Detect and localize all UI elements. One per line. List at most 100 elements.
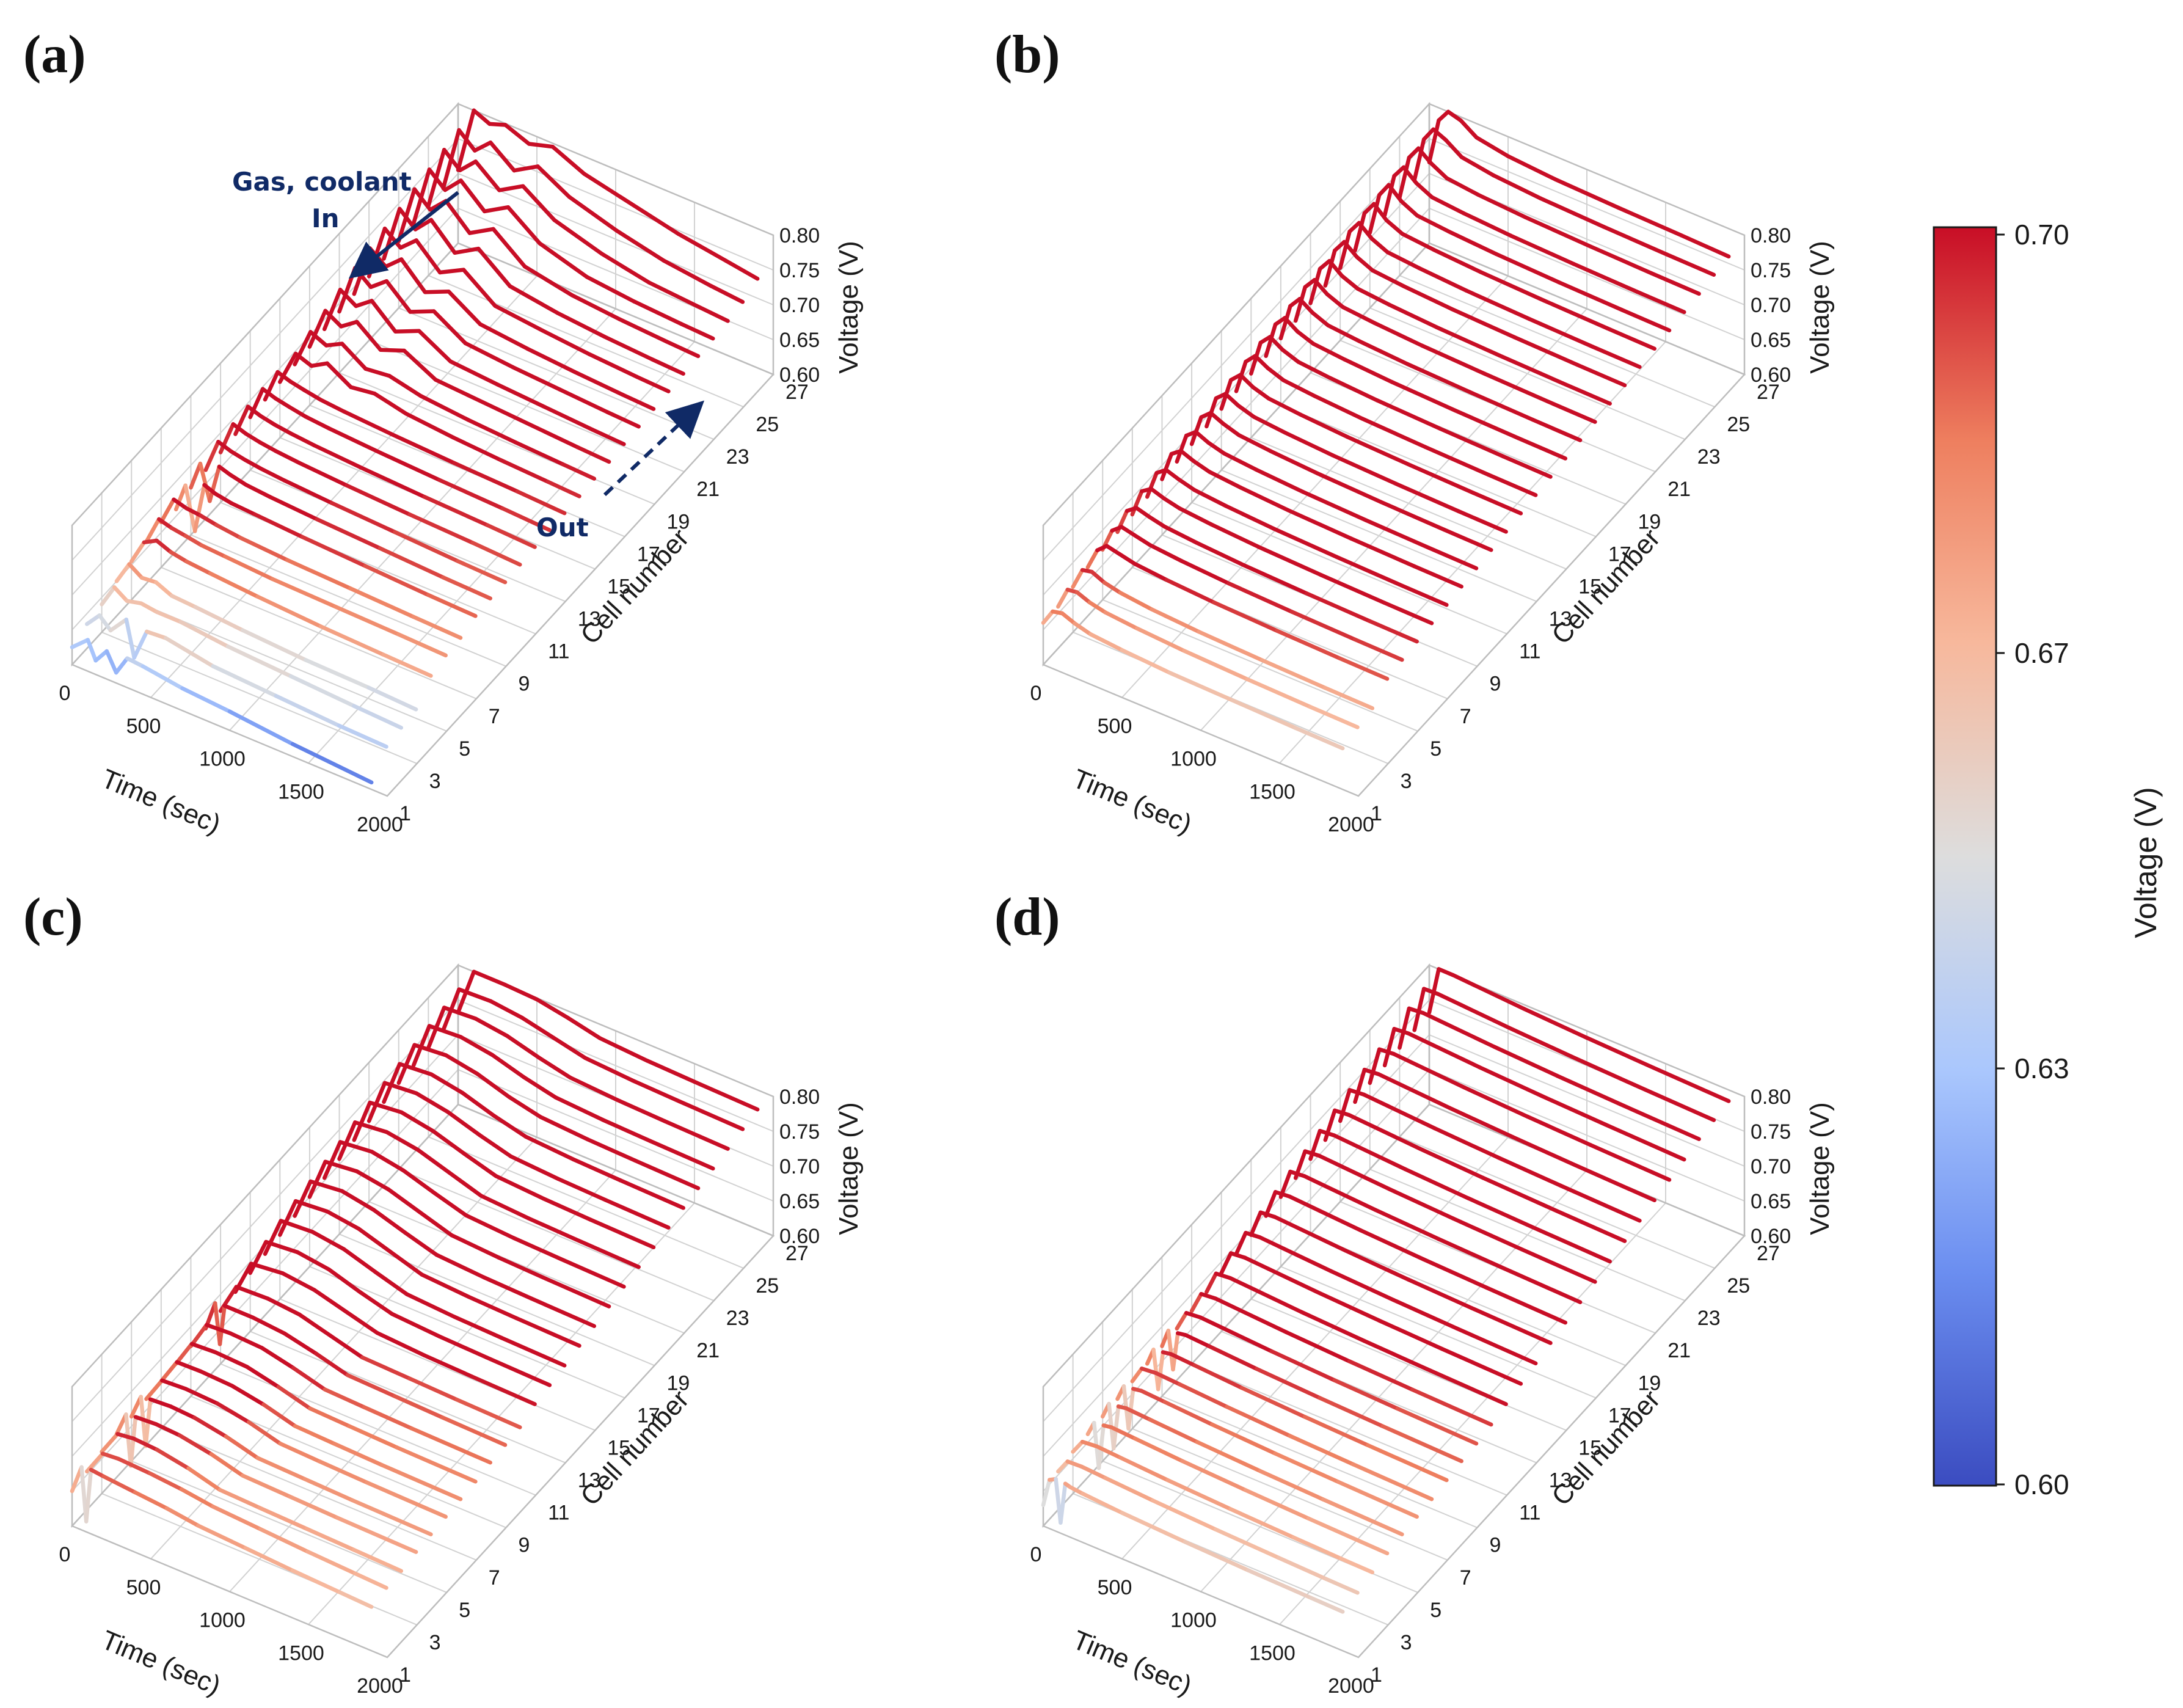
series-segment <box>203 439 220 472</box>
series-segment <box>1303 1149 1322 1158</box>
series-segment <box>487 122 508 127</box>
series-segment <box>1177 506 1214 527</box>
series-segment <box>1484 1285 1568 1325</box>
series-segment <box>1664 252 1716 277</box>
series-segment <box>169 525 188 538</box>
series-segment <box>1073 621 1093 637</box>
series-segment <box>249 1261 285 1276</box>
series-segment <box>302 388 323 402</box>
series-segment <box>1423 445 1491 477</box>
series-segment <box>112 585 129 603</box>
series-segment <box>1195 1440 1263 1473</box>
series-segment <box>258 466 287 483</box>
series-segment <box>211 1505 263 1531</box>
series-segment <box>1206 440 1226 456</box>
series-segment <box>374 448 442 482</box>
series-segment <box>1325 292 1345 309</box>
series-segment <box>457 128 477 153</box>
series-segment <box>413 217 434 232</box>
series-segment <box>1382 600 1434 626</box>
series-segment <box>440 1415 508 1447</box>
series-segment <box>304 658 371 690</box>
series-segment <box>339 319 359 329</box>
series-segment <box>1275 629 1342 661</box>
series-segment <box>1357 221 1374 241</box>
series-line-cell-11 <box>218 1285 522 1429</box>
series-line-cell-8 <box>173 1341 478 1484</box>
series-segment <box>1352 637 1404 662</box>
series-segment <box>1319 573 1387 605</box>
series-segment <box>272 423 293 436</box>
series-segment <box>462 1151 498 1178</box>
y-tick-label: 5 <box>1430 737 1441 761</box>
series-segment <box>1296 360 1332 380</box>
y-axis-title: Cell number <box>575 523 694 650</box>
series-segment <box>1192 487 1228 508</box>
series-segment <box>341 1247 377 1274</box>
series-segment <box>309 361 329 368</box>
series-line-cell-6 <box>144 517 448 658</box>
series-segment <box>1401 165 1418 185</box>
series-segment <box>1281 378 1317 398</box>
series-line-cell-1 <box>1041 1476 1345 1614</box>
series-segment <box>1204 1271 1219 1294</box>
series-segment <box>1391 1051 1419 1067</box>
series-segment <box>293 1199 329 1214</box>
series-segment <box>1415 213 1451 234</box>
series-segment <box>1493 252 1561 285</box>
series-segment <box>337 723 388 749</box>
series-segment <box>1501 454 1553 479</box>
series-segment <box>1154 1371 1182 1387</box>
series-segment <box>1314 1289 1381 1323</box>
series-line-cell-21 <box>366 1081 671 1230</box>
series-segment <box>1160 451 1174 481</box>
series-line-cell-19 <box>337 1120 641 1269</box>
y-tick-label: 9 <box>519 673 530 696</box>
series-segment <box>461 1090 497 1118</box>
series-segment <box>566 1016 602 1040</box>
series-segment <box>258 414 277 427</box>
series-segment <box>1603 1122 1686 1162</box>
series-segment <box>308 330 329 348</box>
series-segment <box>1183 1539 1250 1572</box>
x-axis-title: Time (sec) <box>1068 764 1196 839</box>
y-tick-label: 9 <box>519 1534 530 1557</box>
series-segment <box>172 497 189 511</box>
series-segment <box>360 1355 412 1381</box>
series-segment <box>429 217 457 255</box>
panel-label: (c) <box>23 888 83 947</box>
series-segment <box>393 329 421 334</box>
series-segment <box>308 1406 352 1428</box>
series-segment <box>1243 1487 1311 1520</box>
series-segment <box>1191 459 1212 474</box>
series-segment <box>443 199 472 235</box>
series-segment <box>133 1415 158 1426</box>
series-segment <box>315 517 382 550</box>
y-tick-label: 13 <box>578 608 601 631</box>
series-segment <box>266 1296 302 1317</box>
series-segment <box>327 426 379 453</box>
y-tick-label: 7 <box>489 705 500 728</box>
series-segment <box>1459 118 1479 140</box>
series-segment <box>1298 412 1350 439</box>
series-segment <box>1573 1163 1656 1203</box>
series-segment <box>560 462 597 481</box>
series-segment <box>590 428 626 447</box>
series-segment <box>1302 1415 1370 1448</box>
series-segment <box>1430 195 1466 216</box>
y-tick-label: 23 <box>1697 1307 1721 1330</box>
series-segment <box>618 1178 685 1210</box>
series-segment <box>1432 247 1484 274</box>
series-segment <box>352 1100 372 1142</box>
series-segment <box>1343 357 1394 384</box>
series-segment <box>1486 472 1538 497</box>
series-segment <box>1222 451 1258 472</box>
series-segment <box>633 1158 701 1191</box>
series-segment <box>404 411 456 440</box>
y-tick-label: 5 <box>459 737 470 761</box>
series-segment <box>568 1075 620 1103</box>
series-segment <box>488 999 524 1020</box>
series-segment <box>645 1059 697 1084</box>
series-segment <box>1402 284 1454 311</box>
